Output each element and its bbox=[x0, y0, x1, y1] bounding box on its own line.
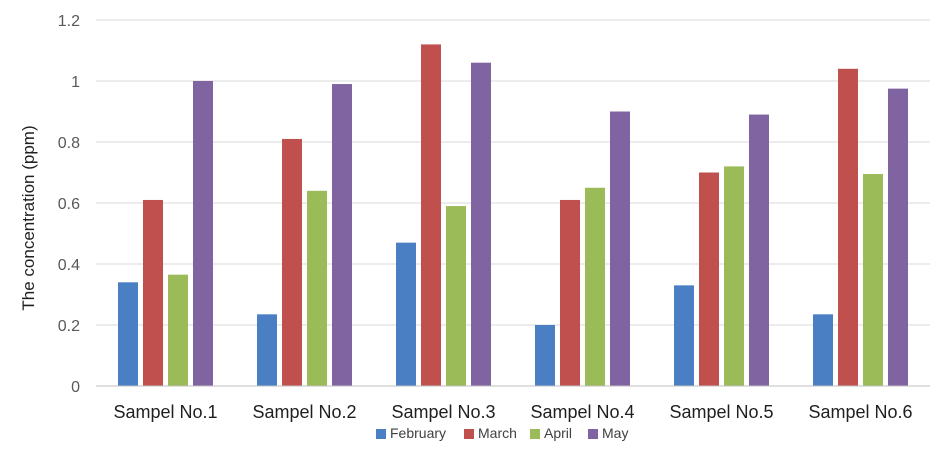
gridlines bbox=[96, 19, 930, 326]
bar-april-1 bbox=[168, 274, 188, 386]
y-tick-label: 1 bbox=[71, 74, 80, 91]
bar-april-6 bbox=[863, 174, 883, 386]
x-category-label: Sampel No.6 bbox=[808, 402, 912, 422]
legend-swatch-february bbox=[376, 429, 386, 439]
y-tick-label: 1.2 bbox=[58, 13, 80, 30]
bars bbox=[118, 44, 908, 387]
x-category-label: Sampel No.4 bbox=[530, 402, 634, 422]
legend: February March April May bbox=[376, 425, 628, 441]
bar-february-5 bbox=[674, 285, 694, 386]
x-category-label: Sampel No.1 bbox=[113, 402, 217, 422]
legend-label: April bbox=[544, 425, 572, 441]
bar-april-3 bbox=[446, 206, 466, 386]
y-axis-ticks: 0 0.2 0.4 0.6 0.8 1 1.2 bbox=[58, 13, 80, 396]
bar-may-5 bbox=[749, 114, 769, 387]
legend-label: May bbox=[602, 425, 628, 441]
bar-march-5 bbox=[699, 172, 719, 386]
bar-may-2 bbox=[332, 84, 352, 387]
legend-swatch-march bbox=[464, 429, 474, 439]
legend-label: March bbox=[478, 425, 517, 441]
x-category-label: Sampel No.2 bbox=[252, 402, 356, 422]
bar-february-2 bbox=[257, 314, 277, 386]
y-tick-label: 0 bbox=[71, 379, 80, 396]
legend-swatch-may bbox=[588, 429, 598, 439]
y-tick-label: 0.2 bbox=[58, 318, 80, 335]
bar-april-2 bbox=[307, 190, 327, 386]
legend-label: February bbox=[390, 425, 446, 441]
bar-may-3 bbox=[471, 62, 491, 386]
bar-april-4 bbox=[585, 187, 605, 386]
bar-march-4 bbox=[560, 199, 580, 386]
category-labels: Sampel No.1 Sampel No.2 Sampel No.3 Sampel … bbox=[113, 402, 912, 422]
y-tick-label: 0.6 bbox=[58, 196, 80, 213]
bar-april-5 bbox=[724, 166, 744, 386]
y-tick-label: 0.8 bbox=[58, 135, 80, 152]
y-axis-title: The concentration (ppm) bbox=[19, 125, 38, 310]
bar-march-3 bbox=[421, 44, 441, 387]
x-category-label: Sampel No.3 bbox=[391, 402, 495, 422]
legend-swatch-april bbox=[530, 429, 540, 439]
bar-may-6 bbox=[888, 88, 908, 386]
bar-march-2 bbox=[282, 138, 302, 386]
bar-february-3 bbox=[396, 242, 416, 386]
bar-may-4 bbox=[610, 111, 630, 386]
bar-february-1 bbox=[118, 282, 138, 386]
bar-february-4 bbox=[535, 325, 555, 386]
bar-may-1 bbox=[193, 81, 213, 386]
bar-march-6 bbox=[838, 68, 858, 387]
x-category-label: Sampel No.5 bbox=[669, 402, 773, 422]
y-tick-label: 0.4 bbox=[58, 257, 80, 274]
bar-february-6 bbox=[813, 314, 833, 386]
bar-march-1 bbox=[143, 199, 163, 386]
